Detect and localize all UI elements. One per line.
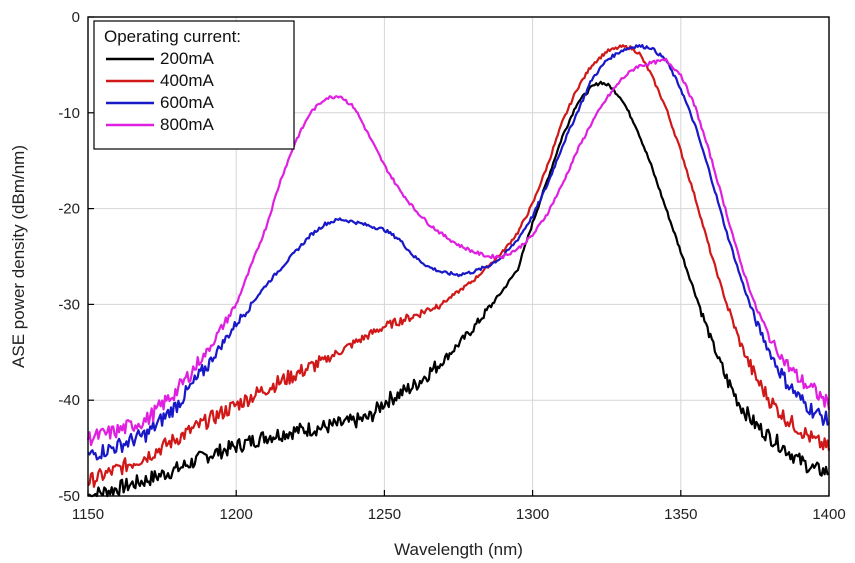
x-tick-label: 1300 bbox=[516, 506, 549, 523]
y-tick-label: -30 bbox=[58, 296, 80, 313]
series-lines bbox=[86, 43, 831, 498]
series-line-400mA bbox=[87, 44, 831, 488]
y-tick-label: -20 bbox=[58, 201, 80, 218]
legend-label: 800mA bbox=[160, 115, 215, 134]
x-tick-label: 1150 bbox=[72, 506, 104, 523]
axis-ticks: 1150 1200 1250 1300 1350 1400 0 -10 -20 -30 -40 -50 bbox=[58, 9, 845, 523]
y-tick-label: 0 bbox=[72, 9, 80, 26]
x-tick-label: 1250 bbox=[368, 506, 401, 523]
y-tick-label: -10 bbox=[58, 105, 80, 122]
legend-box bbox=[93, 20, 295, 150]
series-line-600mA bbox=[87, 43, 830, 461]
y-axis-title: ASE power density (dBm/nm) bbox=[9, 145, 28, 368]
series-line-800mA bbox=[86, 57, 831, 447]
legend-title: Operating current: bbox=[104, 27, 241, 46]
x-tick-label: 1350 bbox=[664, 506, 697, 523]
y-tick-label: -40 bbox=[58, 392, 80, 409]
x-axis-title: Wavelength (nm) bbox=[394, 540, 523, 559]
plot-frame bbox=[87, 16, 830, 497]
x-tick-label: 1200 bbox=[220, 506, 253, 523]
legend-label: 200mA bbox=[160, 49, 215, 68]
legend-label: 400mA bbox=[160, 71, 215, 90]
legend-label: 600mA bbox=[160, 93, 215, 112]
legend: Operating current: 200mA 400mA 600mA 800mA bbox=[93, 20, 295, 150]
x-tick-label: 1400 bbox=[812, 506, 845, 523]
y-tick-label: -50 bbox=[58, 488, 80, 505]
series-line-200mA bbox=[87, 80, 830, 498]
